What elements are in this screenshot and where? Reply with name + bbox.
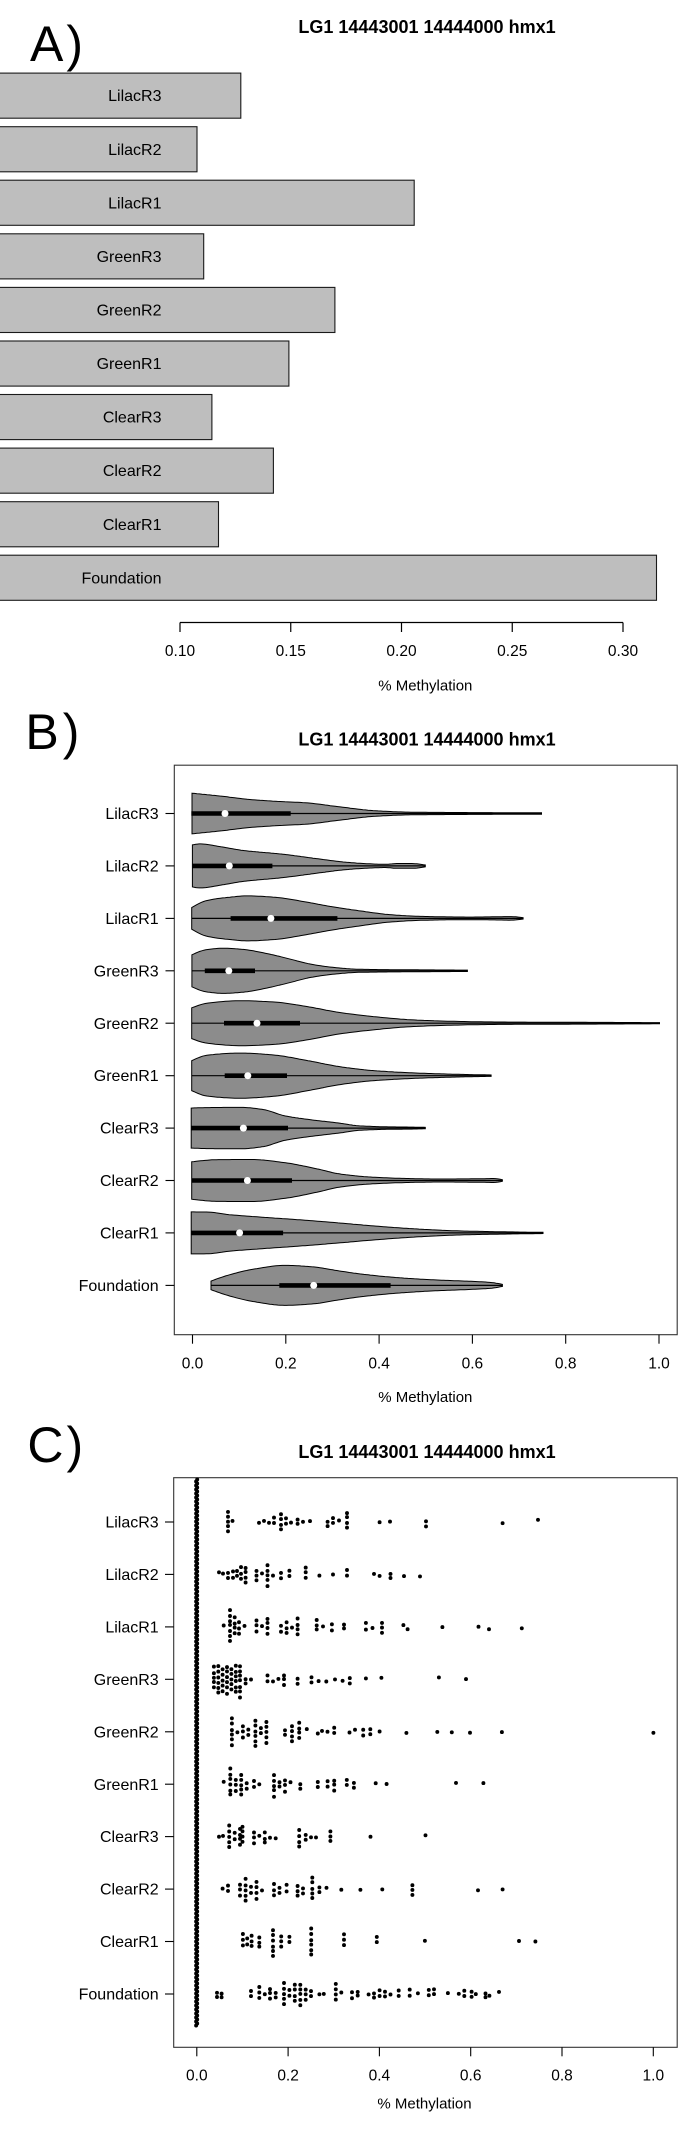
svg-text:ClearR2: ClearR2 xyxy=(100,1173,159,1190)
svg-text:GreenR1: GreenR1 xyxy=(97,356,162,373)
svg-text:GreenR3: GreenR3 xyxy=(94,963,159,980)
svg-text:LilacR1: LilacR1 xyxy=(105,1620,158,1637)
svg-text:ClearR3: ClearR3 xyxy=(103,410,162,427)
svg-text:ClearR1: ClearR1 xyxy=(100,1934,159,1951)
svg-text:LilacR2: LilacR2 xyxy=(105,859,158,876)
svg-text:LG1 14443001 14444000 hmx1: LG1 14443001 14444000 hmx1 xyxy=(298,1442,555,1462)
svg-text:B): B) xyxy=(25,704,83,760)
svg-text:% Methylation: % Methylation xyxy=(378,678,472,695)
svg-text:ClearR2: ClearR2 xyxy=(103,463,162,480)
svg-text:Foundation: Foundation xyxy=(81,570,161,587)
svg-text:GreenR2: GreenR2 xyxy=(94,1016,159,1033)
svg-text:% Methylation: % Methylation xyxy=(377,2095,471,2112)
svg-text:0.4: 0.4 xyxy=(369,2067,391,2084)
svg-text:0.25: 0.25 xyxy=(497,643,527,660)
svg-text:0.15: 0.15 xyxy=(276,643,306,660)
svg-text:0.2: 0.2 xyxy=(277,2067,299,2084)
svg-text:Foundation: Foundation xyxy=(79,1987,159,2004)
svg-text:LilacR2: LilacR2 xyxy=(105,1567,158,1584)
svg-text:Foundation: Foundation xyxy=(79,1278,159,1295)
svg-text:LilacR3: LilacR3 xyxy=(105,806,158,823)
svg-text:% Methylation: % Methylation xyxy=(378,1389,472,1406)
svg-text:C): C) xyxy=(27,1417,86,1473)
svg-text:A): A) xyxy=(30,16,86,72)
svg-text:LilacR1: LilacR1 xyxy=(105,911,158,928)
svg-text:LG1 14443001 14444000 hmx1: LG1 14443001 14444000 hmx1 xyxy=(298,17,555,37)
svg-text:GreenR1: GreenR1 xyxy=(94,1777,159,1794)
svg-text:ClearR1: ClearR1 xyxy=(103,517,162,534)
svg-text:0.20: 0.20 xyxy=(386,643,417,660)
svg-text:0.4: 0.4 xyxy=(368,1356,390,1373)
svg-text:GreenR2: GreenR2 xyxy=(94,1724,159,1741)
svg-text:LilacR2: LilacR2 xyxy=(108,142,161,159)
svg-text:0.2: 0.2 xyxy=(275,1356,297,1373)
svg-text:0.8: 0.8 xyxy=(551,2067,573,2084)
svg-text:0.8: 0.8 xyxy=(555,1356,577,1373)
svg-text:ClearR3: ClearR3 xyxy=(100,1829,159,1846)
svg-text:GreenR2: GreenR2 xyxy=(97,303,162,320)
svg-text:0.0: 0.0 xyxy=(182,1356,204,1373)
svg-text:1.0: 1.0 xyxy=(643,2067,665,2084)
svg-text:LilacR1: LilacR1 xyxy=(108,195,161,212)
svg-text:ClearR2: ClearR2 xyxy=(100,1882,159,1899)
svg-text:ClearR1: ClearR1 xyxy=(100,1226,159,1243)
svg-text:GreenR1: GreenR1 xyxy=(94,1068,159,1085)
svg-text:LilacR3: LilacR3 xyxy=(105,1515,158,1532)
svg-text:0.6: 0.6 xyxy=(460,2067,482,2084)
svg-text:GreenR3: GreenR3 xyxy=(97,249,162,266)
svg-text:0.6: 0.6 xyxy=(462,1356,484,1373)
svg-text:LilacR3: LilacR3 xyxy=(108,88,161,105)
svg-text:ClearR3: ClearR3 xyxy=(100,1121,159,1138)
svg-text:LG1 14443001 14444000 hmx1: LG1 14443001 14444000 hmx1 xyxy=(298,730,555,750)
svg-text:GreenR3: GreenR3 xyxy=(94,1672,159,1689)
svg-text:0.0: 0.0 xyxy=(186,2067,208,2084)
svg-text:0.10: 0.10 xyxy=(165,643,196,660)
svg-text:1.0: 1.0 xyxy=(648,1356,670,1373)
svg-text:0.30: 0.30 xyxy=(608,643,639,660)
